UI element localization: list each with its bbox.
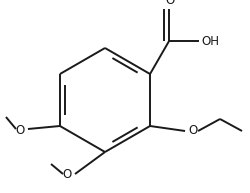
Text: OH: OH — [201, 35, 219, 48]
Text: O: O — [166, 0, 175, 7]
Text: O: O — [188, 124, 197, 137]
Text: O: O — [16, 124, 25, 136]
Text: O: O — [63, 168, 72, 181]
